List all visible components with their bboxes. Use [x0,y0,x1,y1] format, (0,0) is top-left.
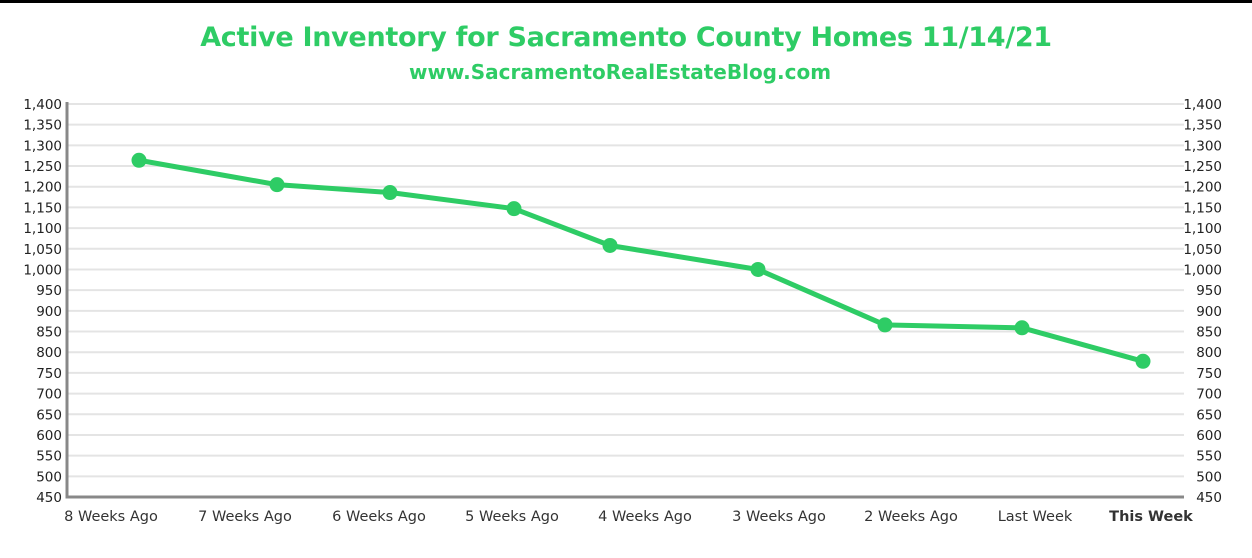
y-tick-label-left: 750 [36,366,62,382]
y-tick-label-left: 500 [36,469,62,485]
y-tick-label-left: 850 [36,325,62,341]
x-tick-label: 7 Weeks Ago [198,509,292,525]
x-tick-label: Last Week [998,509,1073,525]
data-point [1135,353,1151,369]
y-tick-label-right: 700 [1196,387,1222,403]
y-tick-label-right: 450 [1196,490,1222,506]
y-tick-label-left: 1,000 [23,262,62,278]
x-tick-label: 4 Weeks Ago [598,509,692,525]
y-tick-label-left: 700 [36,387,62,403]
y-tick-label-right: 900 [1196,304,1222,320]
y-tick-label-right: 950 [1196,283,1222,299]
y-tick-label-left: 800 [36,345,62,361]
x-tick-label: 3 Weeks Ago [732,509,826,525]
y-tick-label-right: 1,100 [1183,221,1222,237]
gridlines [67,103,1184,478]
y-tick-label-left: 1,350 [23,118,62,134]
y-tick-label-right: 600 [1196,428,1222,444]
y-tick-label-right: 800 [1196,345,1222,361]
y-tick-label-left: 450 [36,490,62,506]
y-tick-label-right: 1,200 [1183,180,1222,196]
y-tick-label-left: 1,300 [23,138,62,154]
y-tick-label-left: 1,250 [23,159,62,175]
data-point [1014,320,1030,336]
axes [65,102,1184,499]
y-tick-label-right: 1,150 [1183,200,1222,216]
y-tick-label-right: 650 [1196,407,1222,423]
y-tick-label-left: 900 [36,304,62,320]
y-tick-label-right: 1,400 [1183,97,1222,113]
data-point [877,317,893,333]
x-tick-label: This Week [1109,509,1193,525]
x-tick-label: 2 Weeks Ago [864,509,958,525]
chart-title: Active Inventory for Sacramento County H… [200,22,1052,53]
y-tick-label-left: 950 [36,283,62,299]
y-tick-label-right: 550 [1196,449,1222,465]
y-tick-label-left: 1,050 [23,242,62,258]
y-tick-label-right: 850 [1196,325,1222,341]
data-point [382,185,398,201]
y-tick-label-left: 1,400 [23,97,62,113]
y-tick-label-right: 1,250 [1183,159,1222,175]
top-border [0,0,1252,3]
y-tick-label-right: 1,000 [1183,262,1222,278]
y-tick-label-right: 750 [1196,366,1222,382]
data-point [506,201,522,217]
y-tick-label-right: 500 [1196,469,1222,485]
x-tick-label: 8 Weeks Ago [64,509,158,525]
x-tick-label: 5 Weeks Ago [465,509,559,525]
data-point [131,152,147,168]
data-point [602,237,618,253]
chart-subtitle: www.SacramentoRealEstateBlog.com [408,60,832,84]
x-axis-labels: 8 Weeks Ago 7 Weeks Ago 6 Weeks Ago 5 Weeks… [64,509,1193,525]
y-tick-label-left: 1,200 [23,180,62,196]
x-tick-label: 6 Weeks Ago [332,509,426,525]
y-axis-right-labels: 1,400 1,350 1,300 1,250 1,200 1,150 1,100 1,050… [1183,97,1222,506]
y-tick-label-right: 1,050 [1183,242,1222,258]
data-point [269,177,285,193]
y-tick-label-right: 1,300 [1183,138,1222,154]
y-axis-left-labels: 1,400 1,350 1,300 1,250 1,200 1,150 1,100 1,050… [23,97,62,506]
y-tick-label-left: 1,150 [23,200,62,216]
y-tick-label-right: 1,350 [1183,118,1222,134]
data-point [750,261,766,277]
y-tick-label-left: 550 [36,449,62,465]
y-tick-label-left: 600 [36,428,62,444]
series-active-inventory [131,152,1151,369]
y-tick-label-left: 650 [36,407,62,423]
y-tick-label-left: 1,100 [23,221,62,237]
